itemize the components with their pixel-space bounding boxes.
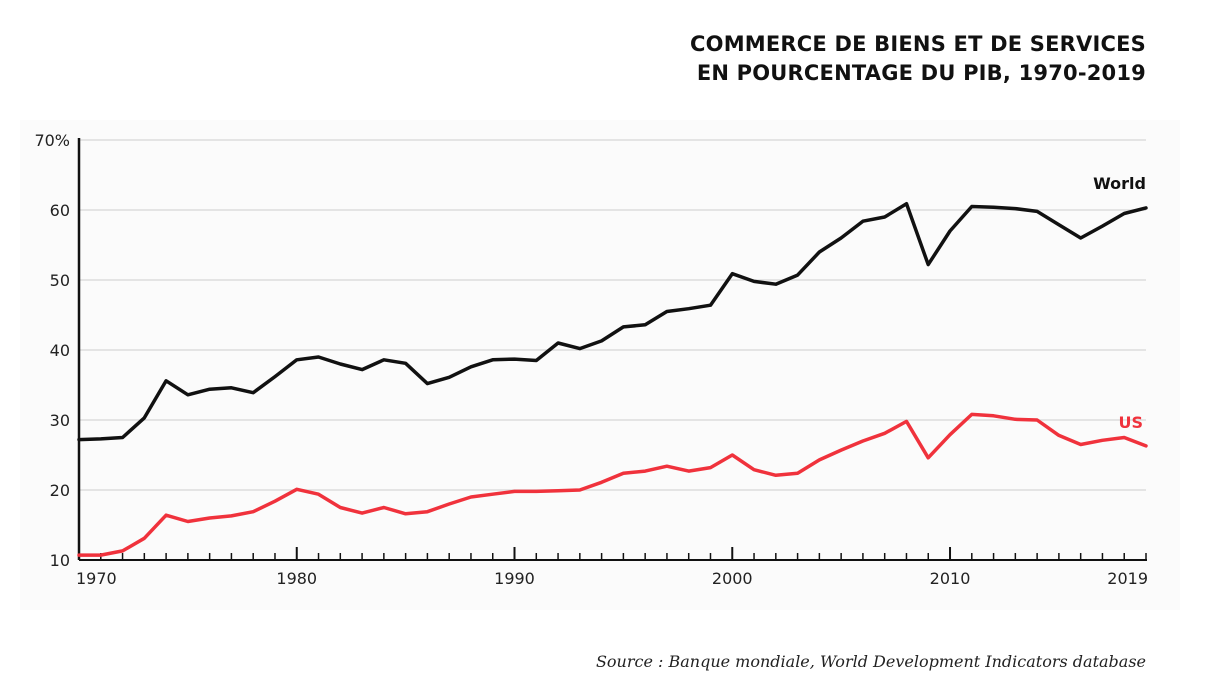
y-tick-label: 30: [50, 411, 70, 430]
series-labels: World US: [1093, 174, 1146, 432]
x-tick-label: 2010: [930, 569, 971, 588]
series-label-us: US: [1118, 413, 1143, 432]
x-axis: 1970 1980 1990 2000 2010 2019: [76, 138, 1148, 588]
series-line-world: [77, 201, 1148, 442]
x-tick-label: 1970: [76, 569, 117, 588]
chart-title: COMMERCE DE BIENS ET DE SERVICES EN POUR…: [690, 30, 1146, 88]
chart-background: [20, 120, 1180, 610]
y-tick-label: 40: [50, 341, 70, 360]
y-tick-label: 50: [50, 271, 70, 290]
y-tick-label: 20: [50, 481, 70, 500]
x-tick-label: 2019: [1107, 569, 1148, 588]
series-line-us: [77, 412, 1148, 557]
series-lines: [77, 201, 1148, 557]
series-label-world: World: [1093, 174, 1146, 193]
y-tick-label: 10: [50, 551, 70, 570]
source-note: Source : Banque mondiale, World Developm…: [595, 652, 1146, 671]
x-tick-label: 1980: [276, 569, 317, 588]
x-tick-label: 1990: [494, 569, 535, 588]
y-tick-label: 70%: [34, 131, 70, 150]
y-axis-tick-labels: 10 20 30 40 50 60 70%: [34, 131, 70, 570]
y-tick-label: 60: [50, 201, 70, 220]
x-tick-label: 2000: [712, 569, 753, 588]
chart-title-line1: COMMERCE DE BIENS ET DE SERVICES: [690, 32, 1146, 56]
chart-title-line2: EN POURCENTAGE DU PIB, 1970-2019: [696, 61, 1146, 85]
gridlines: [79, 139, 1146, 491]
